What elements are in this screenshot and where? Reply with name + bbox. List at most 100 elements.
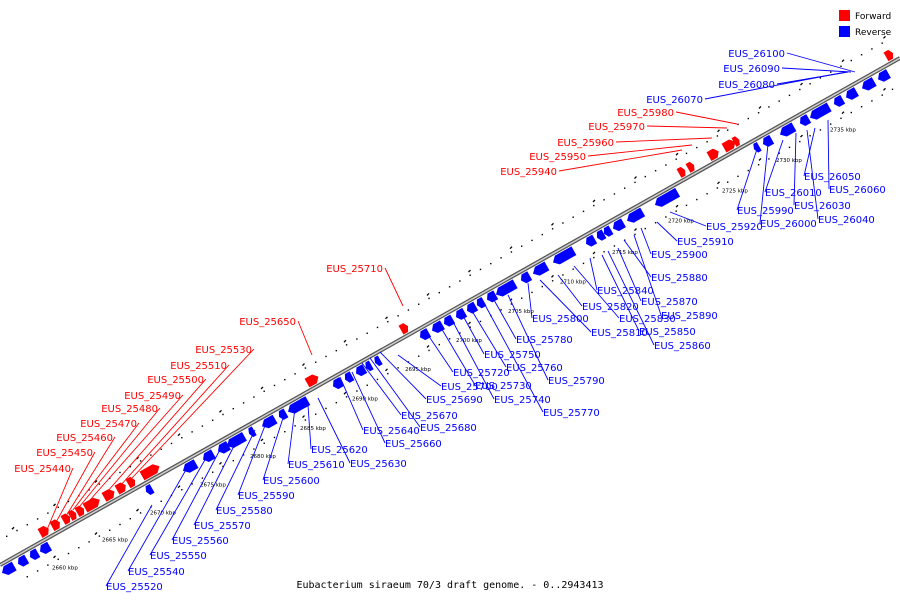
gene-label: EUS_25660 <box>385 439 442 450</box>
forward-gene <box>82 497 100 513</box>
tick-mark <box>675 204 679 208</box>
tick-dot <box>737 175 739 178</box>
tick-mark <box>800 82 803 86</box>
tick-label: 2660 kbp <box>52 566 78 572</box>
tick-dot <box>78 547 80 549</box>
tick-mark <box>675 152 679 156</box>
gene-label: EUS_25680 <box>420 423 477 434</box>
tick-dot <box>418 355 420 357</box>
forward-gene-shape <box>883 49 894 62</box>
reverse-gene <box>834 94 846 107</box>
tick-dot <box>160 500 162 502</box>
tick-dot <box>871 100 873 102</box>
tick-dot <box>36 570 39 572</box>
legend-reverse-label: Reverse <box>855 28 892 38</box>
gene-label: EUS_25970 <box>588 122 645 133</box>
forward-gene <box>883 49 894 62</box>
leader-line <box>105 504 153 587</box>
gene-label: EUS_25710 <box>326 264 383 275</box>
reverse-gene-shape <box>476 297 487 309</box>
reverse-gene-shape <box>763 134 775 147</box>
reverse-gene-shape <box>596 229 607 241</box>
reverse-gene-shape <box>603 225 614 237</box>
reverse-gene-shape <box>862 77 877 91</box>
tick-dot <box>284 430 286 433</box>
tick-mark <box>800 134 803 138</box>
tick-dot <box>232 407 234 410</box>
tick-dot <box>768 158 770 160</box>
leader-line <box>803 127 816 177</box>
gene-label: EUS_25570 <box>194 521 251 532</box>
tick-dot <box>634 233 636 236</box>
tick-dot <box>727 181 729 183</box>
leader-line <box>79 407 161 507</box>
forward-gene <box>721 139 736 153</box>
leader-line <box>589 257 598 291</box>
tick-dot <box>67 500 70 503</box>
tick-dot <box>860 54 863 56</box>
tick-dot <box>788 94 791 97</box>
reverse-gene-shape <box>183 459 199 473</box>
leader-line <box>287 407 296 465</box>
leader-line <box>89 394 184 501</box>
tick-dot <box>345 396 348 398</box>
tick-mark <box>177 485 181 489</box>
tick-dot <box>799 88 801 91</box>
gene-label: EUS_25820 <box>582 302 639 313</box>
tick-dot <box>263 442 265 444</box>
tick-dot <box>26 576 28 578</box>
tick-mark <box>260 386 264 390</box>
reverse-gene <box>586 234 598 247</box>
tick-dot <box>315 413 317 415</box>
tick-dot <box>356 338 358 340</box>
tick-dot <box>304 419 307 421</box>
gene-label: EUS_26030 <box>794 201 851 212</box>
tick-mark <box>385 368 388 372</box>
reverse-gene <box>553 246 577 265</box>
tick-dot <box>562 222 564 224</box>
reverse-gene-shape <box>356 364 368 377</box>
tick-dot <box>294 425 296 427</box>
leader-line <box>397 354 442 387</box>
tick-dot <box>387 320 389 323</box>
tick-label: 2710 kbp <box>560 280 586 286</box>
reverse-gene-shape <box>627 207 646 223</box>
reverse-gene-shape <box>496 279 518 297</box>
tick-dot <box>181 488 183 491</box>
leader-line <box>573 265 620 319</box>
tick-dot <box>335 349 337 352</box>
tick-label: 2670 kbp <box>150 511 176 517</box>
gene-label: EUS_25790 <box>548 376 605 387</box>
backbone-highlight <box>0 57 900 566</box>
reverse-gene-shape <box>467 301 479 314</box>
leader-line <box>379 351 427 400</box>
tick-dot <box>634 181 636 184</box>
tick-dot <box>273 436 276 439</box>
tick-dot <box>36 518 39 520</box>
reverse-gene-shape <box>444 314 456 327</box>
leader-line <box>262 414 285 481</box>
tick-dot <box>737 123 739 126</box>
forward-gene <box>67 509 77 521</box>
reverse-gene <box>248 426 257 438</box>
tick-dot <box>531 239 533 242</box>
gene-label: EUS_25470 <box>80 419 137 430</box>
tick-dot <box>479 320 482 323</box>
reverse-gene <box>521 271 533 284</box>
gene-label: EUS_25900 <box>651 250 708 261</box>
tick-mark <box>468 269 471 273</box>
leader-line <box>558 149 683 172</box>
tick-mark <box>634 176 637 180</box>
reverse-gene-shape <box>365 360 374 372</box>
tick-dot <box>541 285 543 288</box>
reverse-gene <box>800 114 812 127</box>
gene-label: EUS_25460 <box>56 433 113 444</box>
tick-dot <box>304 367 307 369</box>
reverse-gene <box>18 554 30 567</box>
leader-line <box>369 357 421 428</box>
tick-dot <box>47 512 49 514</box>
tick-dot <box>830 123 832 125</box>
gene-label: EUS_26080 <box>718 80 775 91</box>
tick-dot <box>490 262 492 265</box>
reverse-gene-shape <box>655 187 681 207</box>
